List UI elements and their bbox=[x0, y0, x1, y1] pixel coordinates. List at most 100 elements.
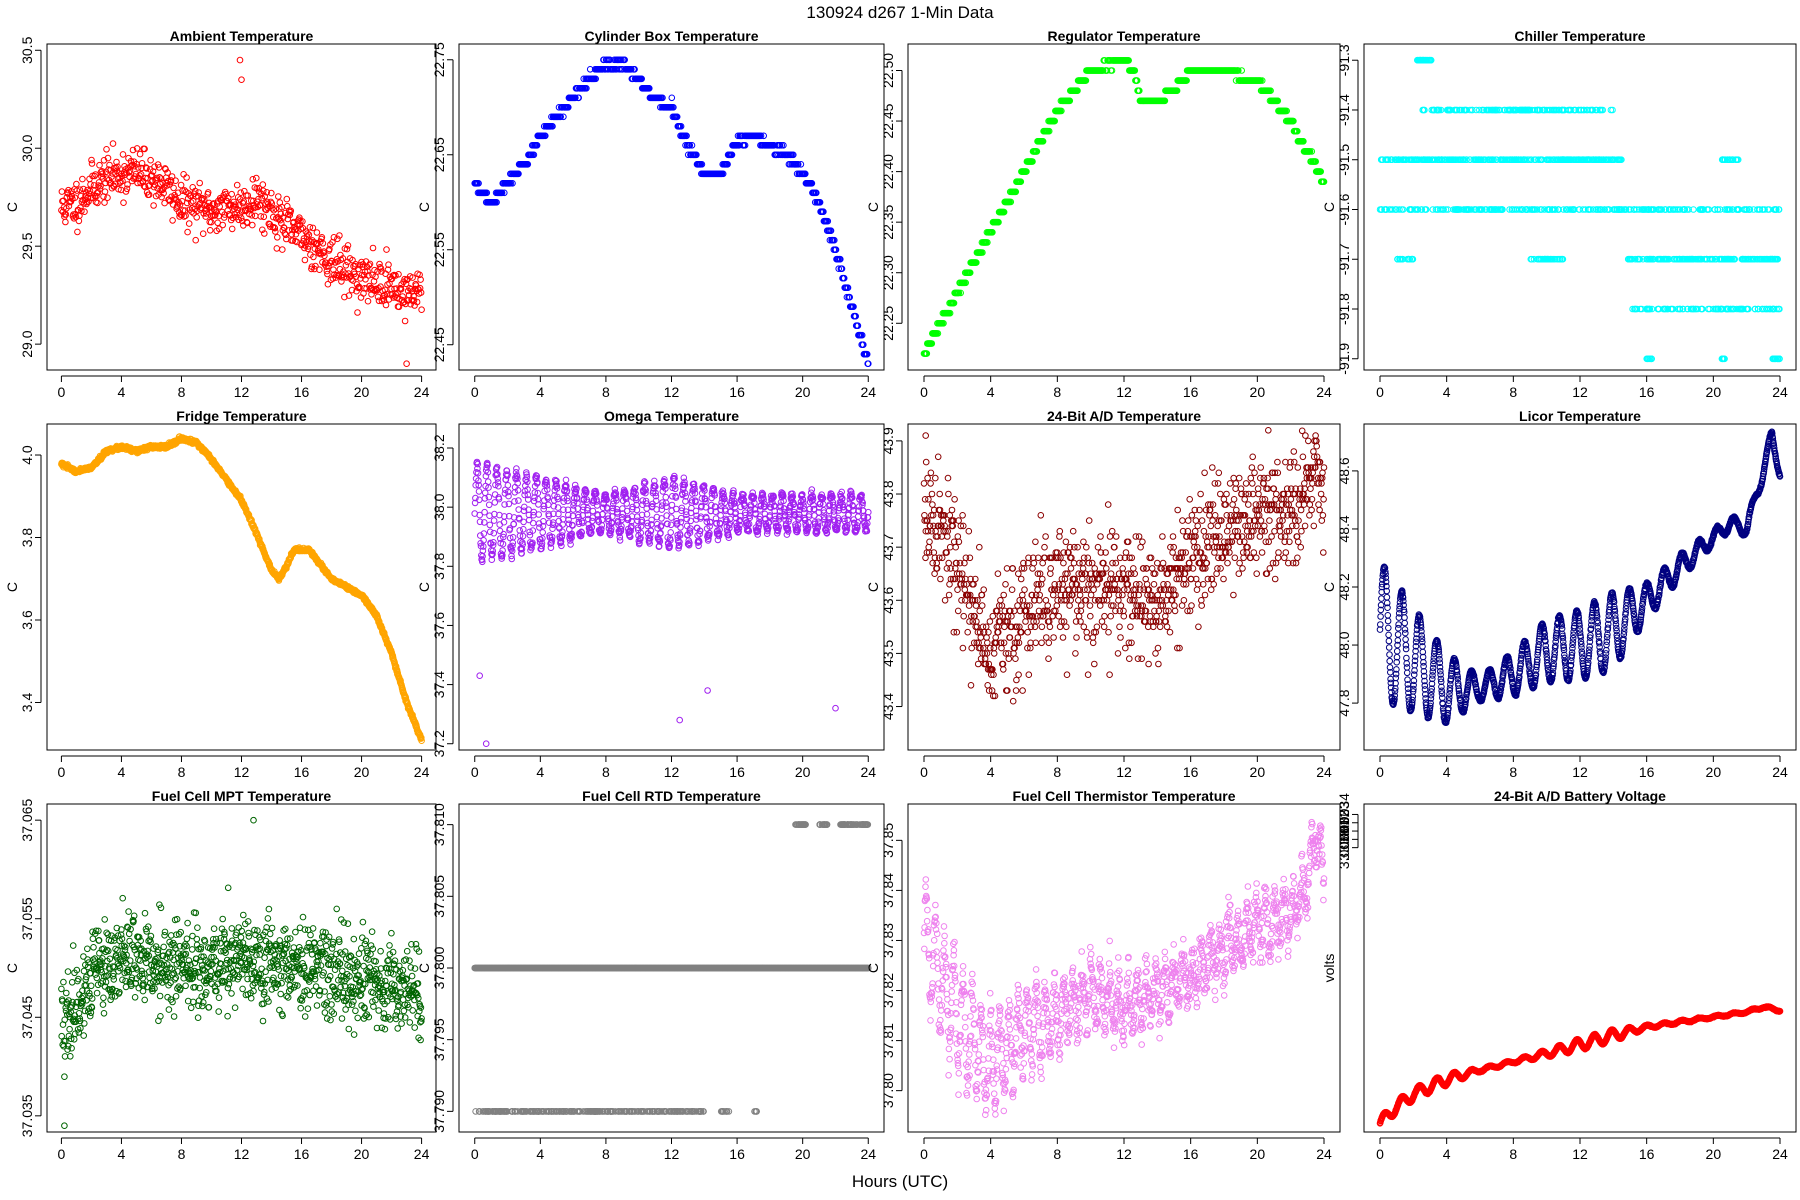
data-point bbox=[99, 170, 106, 178]
data-point bbox=[193, 214, 200, 221]
x-axis: 0 4 8 12 16 20 24 bbox=[1376, 375, 1788, 400]
data-point bbox=[728, 151, 736, 159]
data-point bbox=[101, 199, 108, 206]
data-point bbox=[92, 171, 99, 178]
data-point bbox=[557, 113, 565, 121]
data-point bbox=[104, 154, 112, 162]
data-point bbox=[388, 275, 396, 283]
plot-frame bbox=[46, 423, 437, 751]
data-point bbox=[802, 170, 809, 178]
data-point bbox=[137, 171, 145, 178]
data-points bbox=[58, 433, 425, 745]
data-point bbox=[147, 156, 154, 164]
data-point bbox=[827, 227, 835, 234]
data-point bbox=[724, 161, 731, 168]
data-point bbox=[794, 161, 802, 168]
panel-title: Fridge Temperature bbox=[176, 408, 307, 424]
data-point bbox=[237, 189, 244, 196]
data-point bbox=[408, 296, 415, 304]
x-tick-label: 8 bbox=[1053, 384, 1061, 400]
data-point bbox=[330, 234, 338, 241]
data-point bbox=[272, 228, 279, 235]
data-point bbox=[85, 190, 93, 197]
data-point bbox=[757, 132, 765, 140]
y-tick-label: 29.0 bbox=[19, 330, 35, 357]
x-tick-label: 16 bbox=[729, 384, 745, 400]
x-tick-label: 8 bbox=[602, 384, 610, 400]
data-point bbox=[279, 246, 286, 253]
data-point bbox=[364, 297, 372, 305]
data-point bbox=[251, 204, 258, 212]
data-point bbox=[289, 237, 297, 244]
y-tick-label: 22.55 bbox=[431, 232, 447, 267]
y-tick-label: 3.4 bbox=[19, 693, 35, 713]
y-tick-label: 22.45 bbox=[880, 103, 896, 138]
data-point bbox=[797, 161, 805, 168]
x-tick-label: 0 bbox=[920, 384, 928, 400]
data-point bbox=[698, 161, 706, 168]
data-point bbox=[498, 189, 506, 197]
data-point bbox=[207, 218, 215, 226]
x-tick-label: 0 bbox=[1376, 384, 1384, 400]
data-point bbox=[325, 262, 332, 270]
data-point bbox=[995, 218, 1002, 226]
x-tick-label: 12 bbox=[1572, 384, 1588, 400]
y-tick-label: -91.8 bbox=[1336, 293, 1352, 325]
data-point bbox=[631, 66, 638, 73]
figure-xlabel: Hours (UTC) bbox=[852, 1172, 948, 1191]
y-axis: 29.029.530.030.5 bbox=[19, 36, 42, 358]
data-point bbox=[270, 213, 277, 221]
data-point bbox=[670, 104, 677, 111]
data-point bbox=[96, 161, 103, 169]
data-point bbox=[60, 197, 67, 205]
data-point bbox=[203, 205, 210, 213]
data-point bbox=[91, 172, 98, 180]
data-point bbox=[233, 181, 241, 189]
data-point bbox=[366, 260, 374, 268]
data-point bbox=[259, 226, 266, 234]
data-point bbox=[249, 221, 256, 229]
y-tick-label: 22.65 bbox=[431, 137, 447, 172]
x-tick-label: 8 bbox=[178, 384, 186, 400]
data-point bbox=[120, 199, 127, 206]
data-point bbox=[318, 234, 326, 241]
data-point bbox=[76, 186, 84, 193]
data-point bbox=[157, 175, 165, 182]
data-point bbox=[138, 164, 145, 172]
data-point bbox=[96, 185, 104, 192]
data-point bbox=[189, 197, 197, 205]
data-point bbox=[254, 195, 262, 203]
data-point bbox=[359, 263, 366, 271]
data-point bbox=[356, 284, 363, 292]
data-point bbox=[204, 189, 212, 196]
data-point bbox=[220, 214, 228, 221]
data-point bbox=[572, 94, 579, 102]
x-tick-label: 16 bbox=[1183, 384, 1199, 400]
y-tick-label: 29.5 bbox=[19, 232, 35, 259]
data-point bbox=[376, 260, 383, 268]
data-point bbox=[719, 170, 727, 178]
data-point bbox=[170, 184, 177, 192]
data-point bbox=[143, 165, 150, 172]
data-points bbox=[920, 57, 1328, 357]
data-point bbox=[131, 162, 138, 170]
data-point bbox=[365, 272, 372, 279]
x-tick-label: 20 bbox=[1250, 384, 1266, 400]
data-point bbox=[150, 202, 157, 209]
x-tick-label: 24 bbox=[860, 384, 876, 400]
data-point bbox=[533, 142, 541, 149]
data-point bbox=[348, 286, 356, 294]
y-tick-label: 22.50 bbox=[880, 53, 896, 88]
data-point bbox=[88, 156, 95, 164]
data-point bbox=[274, 234, 281, 241]
y-tick-label: -91.7 bbox=[1336, 243, 1352, 275]
x-tick-label: 0 bbox=[58, 384, 66, 400]
x-tick-label: 8 bbox=[178, 764, 186, 780]
data-point bbox=[169, 217, 176, 224]
